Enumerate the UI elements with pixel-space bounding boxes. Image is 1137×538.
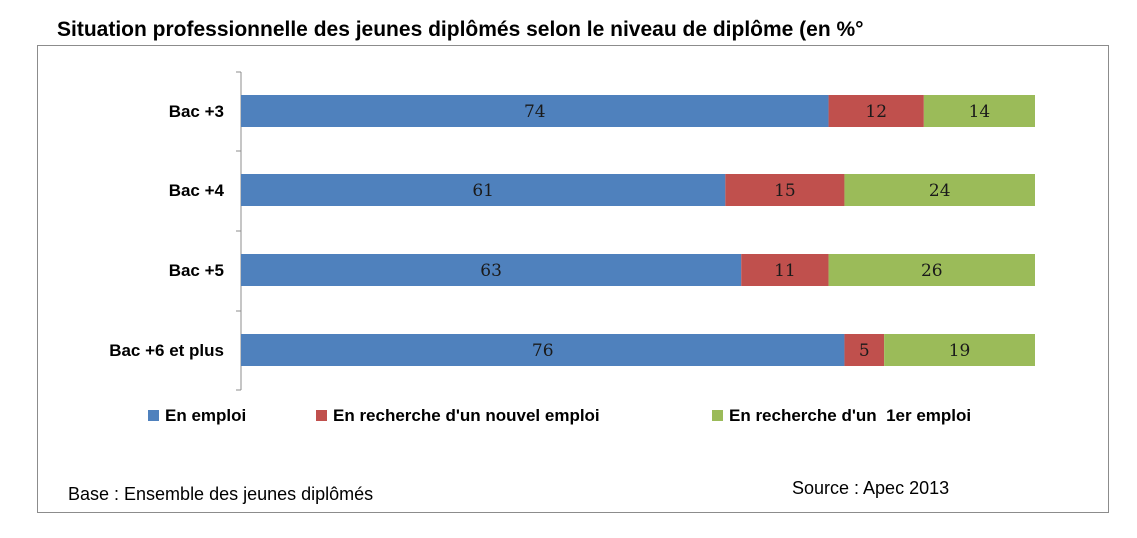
data-label: 15 [774,181,796,201]
legend-swatch [712,410,723,421]
bar-segment [241,95,829,127]
category-axis: Bac +3 Bac +4 Bac +5 Bac +6 et plus [109,71,242,391]
base-note: Base : Ensemble des jeunes diplômés [68,484,374,504]
bar-segment [844,334,885,366]
data-label: 12 [865,102,887,122]
bar-segment [828,95,924,127]
data-label: 61 [472,181,494,201]
source-note: Source : Apec 2013 [792,478,950,498]
data-label: 14 [969,102,991,122]
bar-segment [844,174,1035,206]
data-label: 74 [524,102,546,122]
legend-swatch [316,410,327,421]
legend-label: En emploi [165,406,246,425]
chart-title: Situation professionnelle des jeunes dip… [57,18,864,41]
bar-segment [725,174,845,206]
legend-label: En recherche d'un 1er emploi [729,406,971,425]
data-label: 76 [532,341,554,361]
category-label: Bac +3 [169,102,224,121]
category-label: Bac +6 et plus [109,341,224,360]
data-label: 24 [929,181,951,201]
data-label: 26 [921,261,943,281]
bar-segment [241,174,726,206]
data-label: 19 [949,341,971,361]
data-label: 63 [480,261,502,281]
legend-swatch [148,410,159,421]
bars: 74 12 14 61 15 24 63 11 26 76 5 19 [241,95,1035,366]
category-label: Bac +4 [169,181,225,200]
bar-segment [241,334,845,366]
bar-segment [241,254,742,286]
bar-segment [741,254,829,286]
legend: En emploi En recherche d'un nouvel emploi… [148,406,971,425]
data-label: 5 [859,341,870,361]
bar-segment [884,334,1035,366]
category-label: Bac +5 [169,261,224,280]
bar-segment [923,95,1035,127]
legend-label: En recherche d'un nouvel emploi [333,406,600,425]
bar-segment [828,254,1035,286]
data-label: 11 [774,261,796,281]
